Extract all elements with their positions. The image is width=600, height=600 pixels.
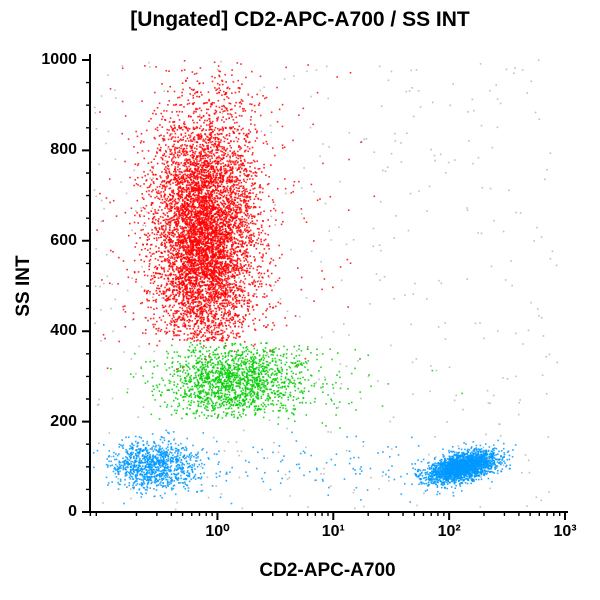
y-tick-label: 600: [50, 231, 77, 249]
x-tick-label: 10³: [553, 523, 577, 540]
y-tick-label: 400: [50, 322, 77, 340]
x-tick-label: 10⁰: [205, 523, 230, 540]
x-tick-label: 10¹: [321, 523, 345, 540]
y-tick-label: 0: [68, 503, 77, 520]
x-axis-label: CD2-APC-A700: [259, 560, 396, 581]
y-tick-label: 800: [50, 141, 77, 159]
y-tick-label: 200: [50, 412, 77, 430]
y-tick-label: 1000: [41, 51, 77, 68]
chart-title: [Ungated] CD2-APC-A700 / SS INT: [130, 8, 470, 31]
x-tick-label: 10²: [437, 523, 461, 540]
y-axis-label: SS INT: [13, 255, 34, 317]
